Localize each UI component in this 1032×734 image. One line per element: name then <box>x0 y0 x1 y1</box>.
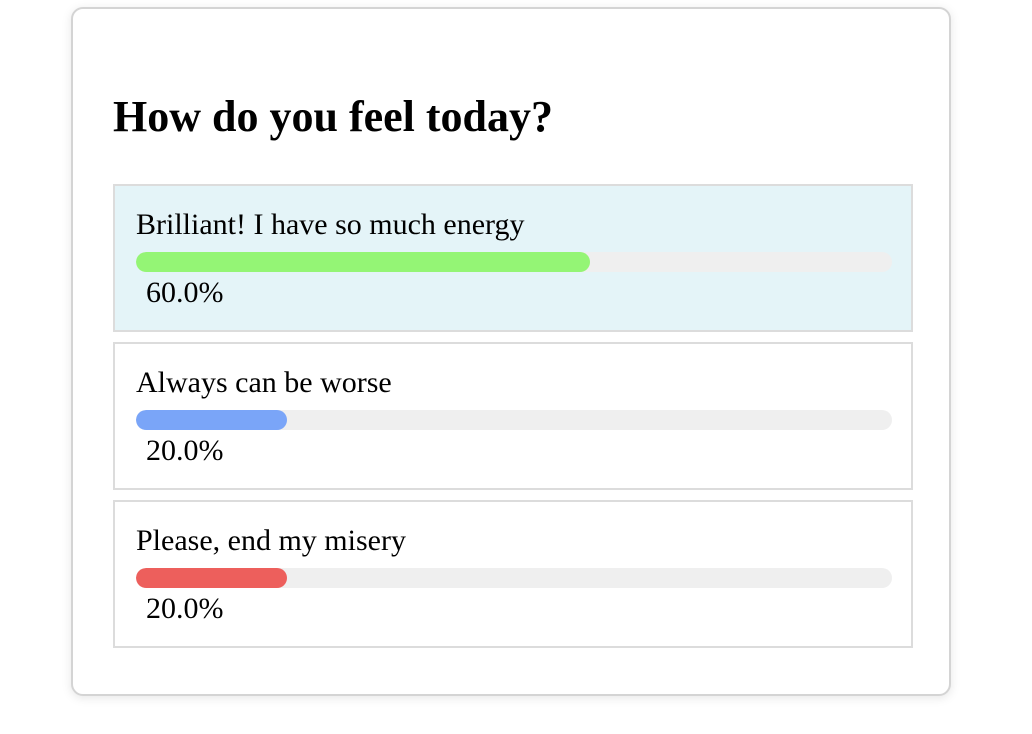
poll-question: How do you feel today? <box>113 92 553 141</box>
progress-bar-track <box>136 252 892 272</box>
option-percent: 20.0% <box>146 592 224 625</box>
option-percent: 60.0% <box>146 276 224 309</box>
poll-option-end-my-misery[interactable]: Please, end my misery 20.0% <box>113 500 913 648</box>
poll-card: How do you feel today? Brilliant! I have… <box>71 7 951 696</box>
poll-option-brilliant[interactable]: Brilliant! I have so much energy 60.0% <box>113 184 913 332</box>
option-label: Always can be worse <box>136 366 392 399</box>
progress-bar-track <box>136 568 892 588</box>
poll-options-list: Brilliant! I have so much energy 60.0% A… <box>113 184 913 658</box>
poll-option-always-can-be-worse[interactable]: Always can be worse 20.0% <box>113 342 913 490</box>
option-label: Please, end my misery <box>136 524 406 557</box>
progress-bar-track <box>136 410 892 430</box>
progress-bar-fill <box>136 252 590 272</box>
progress-bar-fill <box>136 568 288 588</box>
option-label: Brilliant! I have so much energy <box>136 208 525 241</box>
progress-bar-fill <box>136 410 288 430</box>
option-percent: 20.0% <box>146 434 224 467</box>
